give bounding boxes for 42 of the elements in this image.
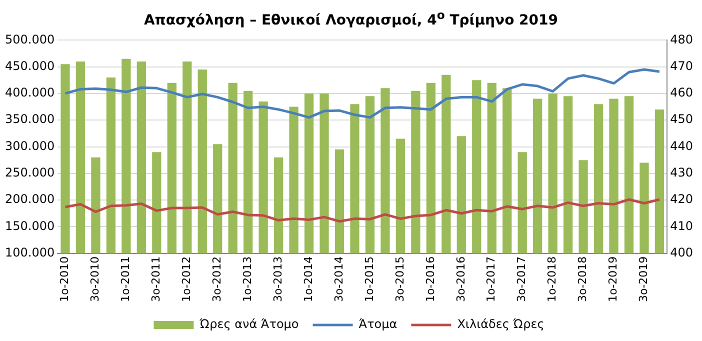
y-tick-label: 500.000 <box>5 32 55 46</box>
y2-tick-label: 400 <box>670 245 693 260</box>
x-tick-label: 1ο-2012 <box>180 256 193 302</box>
y2-tick-label: 450 <box>670 112 693 126</box>
x-tick-label: 1ο-2010 <box>58 256 72 302</box>
y2-tick-label: 460 <box>670 86 693 100</box>
y-tick-label: 400.000 <box>5 86 55 100</box>
x-tick-label: 3ο-2018 <box>576 256 590 302</box>
x-tick-label: 1ο-2017 <box>484 256 498 302</box>
y2-tick-label: 470 <box>670 58 693 73</box>
x-tick-label: 1ο-2014 <box>302 256 315 302</box>
y2-tick-label: 480 <box>670 32 693 46</box>
y-tick-label: 150.000 <box>5 218 55 233</box>
y-tick-label: 350.000 <box>5 112 55 126</box>
y2-tick-label: 430 <box>670 166 693 180</box>
x-tick-label: 1ο-2018 <box>546 256 559 302</box>
y2-tick-label: 440 <box>670 138 693 153</box>
x-tick-label: 3ο-2012 <box>210 256 224 302</box>
y-tick-label: 450.000 <box>5 58 55 73</box>
legend-label: Ώρες ανά Άτομο <box>198 317 299 332</box>
x-tick-label: 1ο-2011 <box>119 256 132 302</box>
x-tick-label: 3ο-2011 <box>150 256 163 302</box>
x-tick-label: 1ο-2013 <box>240 256 254 302</box>
x-tick-label: 3ο-2013 <box>271 256 284 302</box>
y-tick-label: 200.000 <box>5 192 55 206</box>
y-tick-label: 100.000 <box>5 245 55 260</box>
x-tick-label: 3ο-2019 <box>637 256 650 302</box>
y-tick-label: 300.000 <box>5 138 55 153</box>
x-tick-label: 3ο-2010 <box>88 256 102 302</box>
x-tick-label: 3ο-2017 <box>515 256 528 302</box>
x-tick-label: 1ο-2015 <box>362 256 376 302</box>
x-tick-label: 1ο-2019 <box>606 256 620 302</box>
x-tick-label: 1ο-2016 <box>424 256 437 302</box>
x-tick-label: 3ο-2015 <box>393 256 406 302</box>
legend-label: Άτομα <box>358 317 398 332</box>
x-tick-label: 3ο-2016 <box>454 256 468 302</box>
y2-tick-label: 410 <box>670 218 693 233</box>
y2-tick-label: 420 <box>670 192 693 206</box>
chart-title: Απασχόληση – Εθνικοί Λογαρισμοί, 4$^{ο}$ Τρίμηνο 2019 <box>142 7 560 30</box>
x-tick-label: 3ο-2014 <box>332 256 346 302</box>
legend-label: Χιλιάδες Ώρες <box>457 317 544 332</box>
y-tick-label: 250.000 <box>5 166 55 180</box>
